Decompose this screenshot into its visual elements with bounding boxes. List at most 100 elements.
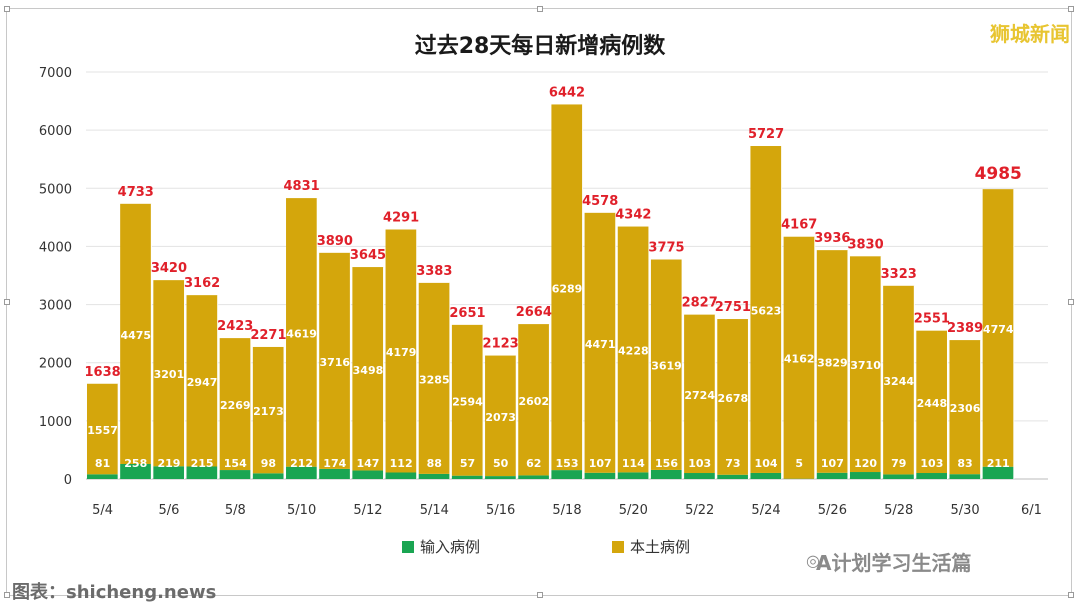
x-tick-label: 5/6 — [158, 503, 179, 518]
bar-local — [949, 340, 981, 475]
data-label-local: 2594 — [452, 395, 483, 408]
data-label-total: 4733 — [118, 185, 154, 200]
data-label-total: 2651 — [449, 306, 485, 321]
data-label-total: 3890 — [317, 234, 353, 249]
chart-title: 过去28天每日新增病例数 — [414, 34, 666, 59]
x-tick-label: 5/26 — [818, 503, 847, 518]
bar-imported — [120, 463, 152, 479]
data-label-imported: 153 — [556, 457, 579, 470]
bar-local — [518, 324, 550, 476]
bar-local — [418, 282, 450, 474]
x-tick-label: 5/22 — [685, 503, 714, 518]
resize-handle-bottom[interactable] — [537, 592, 543, 598]
legend-swatch-local — [612, 540, 624, 553]
data-label-imported: 88 — [427, 457, 442, 470]
data-label-total: 5727 — [748, 127, 784, 142]
brand-logo-text: 狮城新闻 — [990, 22, 1070, 46]
resize-handle-top[interactable] — [537, 6, 543, 12]
data-label-imported: 156 — [655, 457, 678, 470]
bar-imported — [684, 473, 716, 479]
bar-local — [750, 146, 782, 473]
bar-local — [352, 267, 384, 471]
resize-handle-left[interactable] — [4, 299, 10, 305]
data-label-imported: 174 — [323, 457, 346, 470]
data-label-local: 4162 — [784, 353, 815, 366]
data-label-total: 4167 — [781, 218, 817, 233]
wechat-icon: ◎ — [806, 551, 820, 570]
legend-item-imported: 输入病例 — [402, 536, 480, 557]
data-label-total: 1638 — [84, 365, 120, 380]
data-label-imported: 114 — [622, 457, 645, 470]
data-label-imported: 98 — [261, 457, 276, 470]
data-label-local: 3619 — [651, 360, 682, 373]
bar-local — [849, 256, 882, 473]
data-label-local: 3716 — [319, 356, 350, 369]
data-label-imported: 103 — [688, 457, 711, 470]
legend-item-local: 本土病例 — [612, 536, 690, 557]
bar-local — [551, 104, 583, 471]
data-label-local: 4619 — [286, 327, 317, 340]
data-label-imported: 5 — [795, 457, 803, 470]
x-tick-label: 6/1 — [1021, 503, 1042, 518]
x-tick-label: 5/14 — [420, 503, 449, 518]
data-label-local: 2724 — [684, 389, 715, 402]
bar-local — [219, 338, 251, 471]
data-label-imported: 81 — [95, 457, 110, 470]
bar-imported — [86, 474, 119, 479]
bar-imported — [286, 466, 318, 479]
bar-imported — [916, 473, 948, 479]
bar-local — [385, 229, 417, 473]
resize-handle-bottom-right[interactable] — [1068, 592, 1074, 598]
data-label-local: 2306 — [950, 402, 981, 415]
data-label-imported: 112 — [390, 457, 413, 470]
watermark-text: A计划学习生活篇 — [816, 551, 972, 575]
bar-imported — [982, 466, 1014, 479]
data-label-total: 2751 — [715, 300, 751, 315]
data-label-local: 3201 — [154, 368, 185, 381]
bar-local — [485, 355, 517, 477]
resize-handle-top-left[interactable] — [4, 6, 10, 12]
y-tick-label: 6000 — [39, 124, 72, 139]
x-tick-label: 5/28 — [884, 503, 913, 518]
data-label-total: 2664 — [516, 305, 552, 320]
data-label-total: 2551 — [914, 312, 950, 327]
bar-imported — [883, 474, 915, 479]
data-label-local: 2947 — [187, 376, 218, 389]
data-label-local: 2602 — [519, 395, 550, 408]
legend-label-imported: 输入病例 — [420, 538, 481, 556]
bar-local — [650, 259, 683, 470]
resize-handle-right[interactable] — [1068, 299, 1074, 305]
data-label-imported: 147 — [356, 457, 379, 470]
data-label-local: 2173 — [253, 405, 284, 418]
bar-imported — [717, 474, 749, 479]
bar-imported — [385, 472, 417, 479]
data-label-local: 4179 — [386, 346, 417, 359]
data-label-imported: 215 — [191, 457, 214, 470]
bar-imported — [252, 473, 285, 479]
bar-local — [319, 252, 351, 469]
resize-handle-bottom-left[interactable] — [4, 592, 10, 598]
bar-local — [883, 285, 915, 475]
data-label-local: 5623 — [751, 304, 782, 317]
data-label-local: 4228 — [618, 344, 649, 357]
data-label-local: 3285 — [419, 373, 450, 386]
bar-imported — [617, 472, 649, 479]
data-label-total: 3420 — [151, 261, 187, 276]
data-label-imported: 57 — [460, 457, 475, 470]
bar-imported — [750, 472, 782, 479]
bar-imported — [551, 470, 583, 479]
bar-imported — [949, 474, 981, 479]
data-label-total: 2271 — [250, 328, 286, 343]
data-label-total: 3830 — [847, 237, 883, 252]
bar-local — [916, 330, 948, 474]
data-label-local: 2678 — [718, 392, 749, 405]
source-credit: 图表：shicheng.news — [12, 582, 217, 603]
bar-local — [252, 346, 285, 474]
legend-swatch-imported — [402, 540, 414, 553]
data-label-total: 4291 — [383, 211, 419, 226]
bar-local — [684, 314, 716, 474]
data-label-imported: 212 — [290, 457, 313, 470]
resize-handle-top-right[interactable] — [1068, 6, 1074, 12]
bar-local — [982, 189, 1014, 467]
data-label-local: 1557 — [87, 424, 118, 437]
